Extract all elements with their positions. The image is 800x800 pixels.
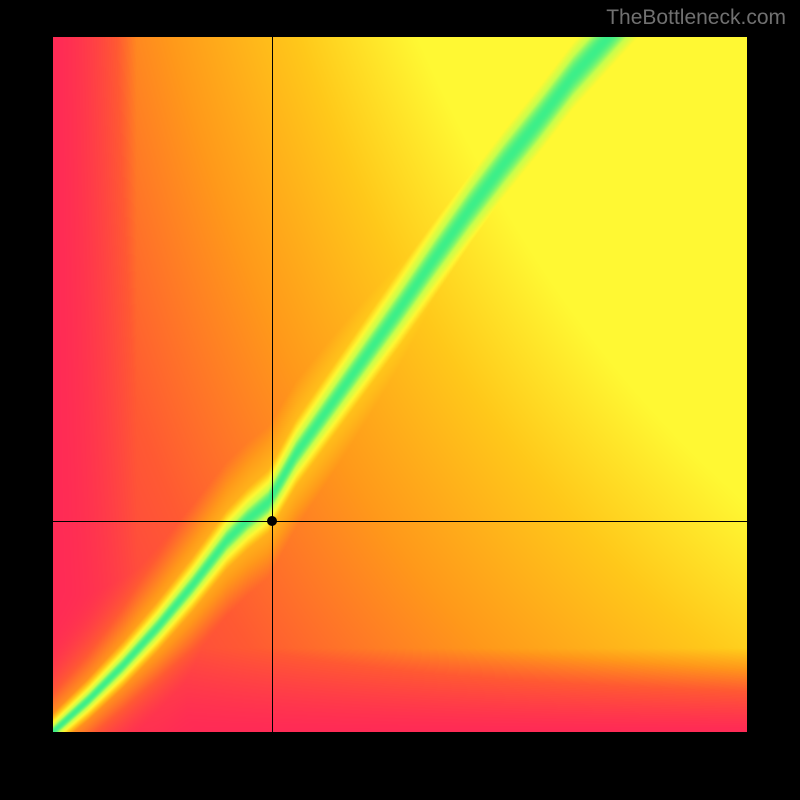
watermark-text: TheBottleneck.com [606, 6, 786, 30]
heatmap-canvas [53, 37, 747, 732]
crosshair-vertical [272, 37, 273, 732]
chart-container: TheBottleneck.com [0, 0, 800, 800]
plot-area [53, 37, 747, 732]
crosshair-horizontal [53, 521, 747, 522]
marker-dot [267, 516, 277, 526]
